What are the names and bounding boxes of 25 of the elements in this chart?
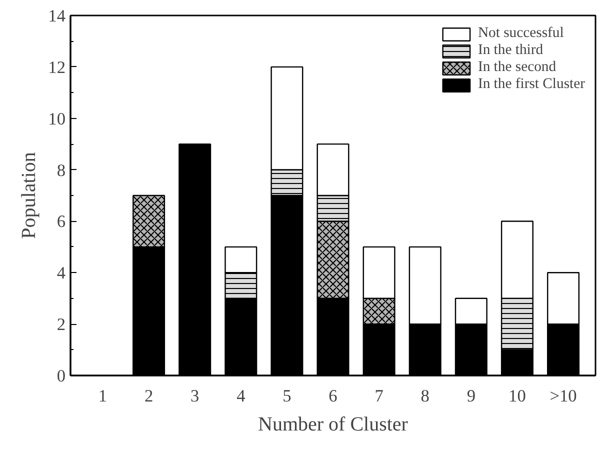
y-tick-label: 4 bbox=[56, 264, 66, 283]
x-tick-label: 1 bbox=[98, 386, 108, 406]
x-axis-title: Number of Cluster bbox=[258, 414, 408, 436]
legend-label: In the second bbox=[478, 59, 556, 76]
x-tick-label: 5 bbox=[282, 386, 292, 406]
x-tick-label: 2 bbox=[144, 386, 154, 406]
x-tick-label: 7 bbox=[374, 386, 384, 406]
x-tick-label: 6 bbox=[328, 386, 338, 406]
legend-label: In the third bbox=[478, 42, 544, 59]
x-tick-label: 9 bbox=[466, 386, 476, 406]
x-tick-label: 4 bbox=[236, 386, 246, 406]
y-tick-label: 10 bbox=[48, 109, 66, 128]
x-tick-label: 10 bbox=[508, 386, 526, 406]
y-tick-label: 12 bbox=[48, 58, 66, 77]
legend-label: Not successful bbox=[478, 25, 564, 42]
x-tick-label: 8 bbox=[420, 386, 430, 406]
y-tick-label: 8 bbox=[56, 160, 66, 180]
legend-label: In the first Cluster bbox=[478, 76, 585, 93]
y-tick-label: 6 bbox=[56, 212, 66, 232]
y-tick-label: 0 bbox=[56, 366, 66, 386]
x-tick-label: 3 bbox=[190, 386, 200, 406]
y-axis-title: Population bbox=[18, 152, 40, 239]
y-tick-label: 14 bbox=[48, 6, 66, 26]
y-tick-label: 2 bbox=[56, 315, 66, 334]
x-tick-label: >10 bbox=[550, 386, 577, 406]
